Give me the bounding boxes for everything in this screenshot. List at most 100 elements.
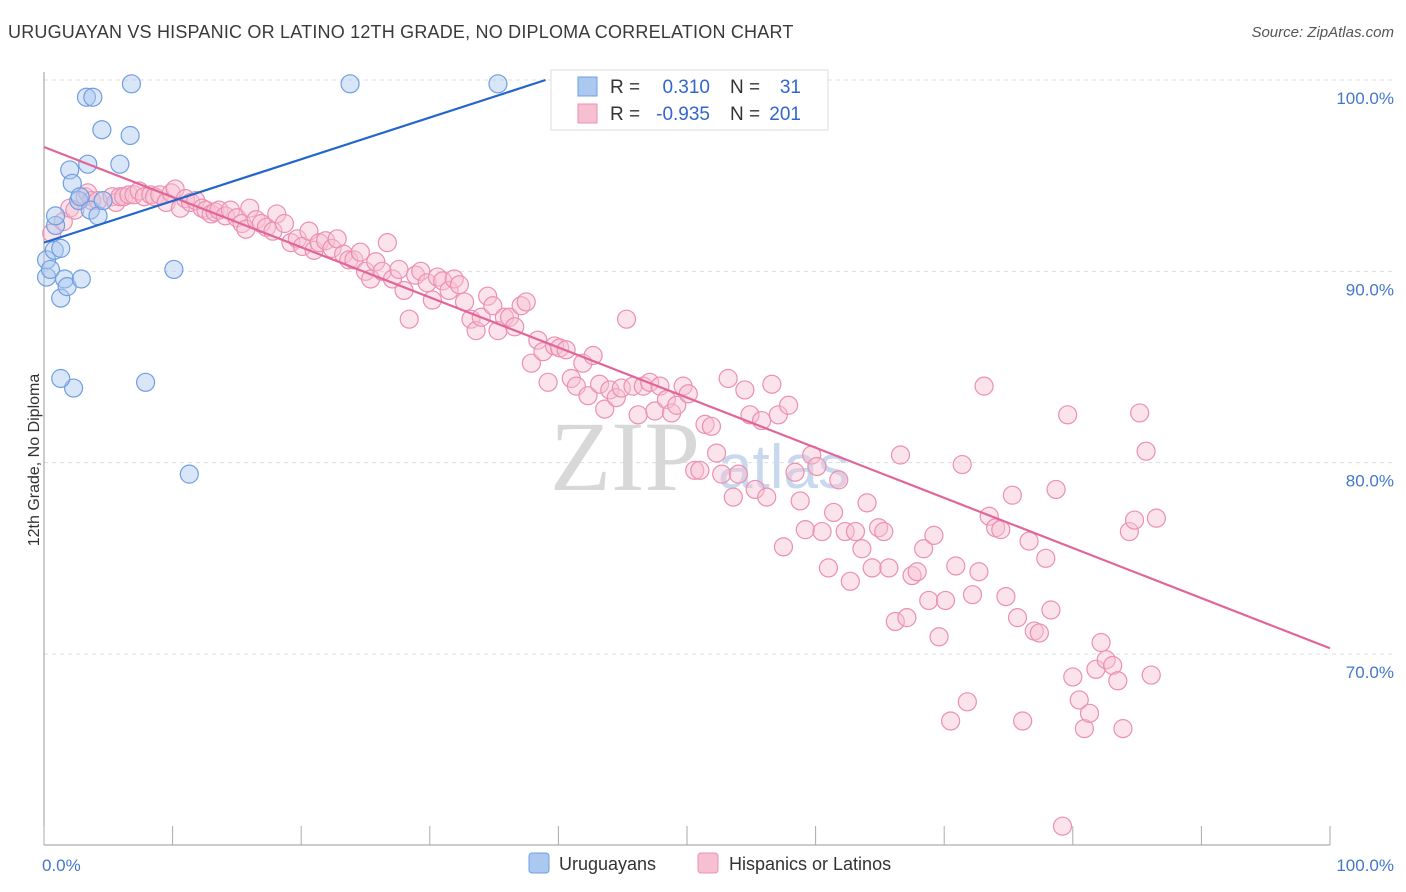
hispanics-point [439,280,459,301]
uruguayans-point [51,368,71,389]
legend-n-value-1: 31 [780,77,801,98]
hispanics-point [685,460,705,480]
x-tick-label-min: 0.0% [42,856,81,875]
hispanics-point [427,267,448,287]
series-legend: Uruguayans Hispanics or Latinos [528,852,891,874]
hispanics-point [778,395,799,415]
grid-lines [44,79,1394,655]
hispanics-point [1046,479,1066,500]
hispanics-point [1029,623,1049,643]
hispanics-point [606,388,626,408]
hispanics-point [389,259,409,280]
uruguayans-point [83,87,103,107]
hispanics-point [1136,441,1156,461]
series-uruguayans-points [36,74,508,484]
hispanics-point [845,521,866,542]
uruguayans-point [71,269,91,289]
hispanics-point [690,460,710,480]
hispanics-point [773,537,794,557]
hispanics-point [1074,719,1094,739]
hispanics-point [869,518,889,538]
hispanics-point [728,464,749,484]
hispanics-point [952,454,972,475]
hispanics-point [478,286,498,306]
hispanics-point [521,353,541,373]
y-tick-label-90: 90.0% [1346,280,1394,299]
bottom-legend-label-hispanics: Hispanics or Latinos [729,854,891,874]
legend-r-value-1: 0.310 [662,77,710,98]
hispanics-point [762,374,782,394]
legend-swatch-pink [577,103,598,124]
uruguayans-point [51,288,71,308]
hispanics-point [372,261,392,281]
hispanics-point [361,269,381,289]
hispanics-point [616,309,637,329]
uruguayans-point [51,238,71,258]
hispanics-point [366,252,386,272]
uruguayans-point [40,259,61,280]
uruguayans-point [110,154,130,174]
y-tick-label-70: 70.0% [1346,663,1394,682]
hispanics-point [824,502,844,523]
hispanics-point [578,386,598,406]
x-tick-label-max: 100.0% [1336,856,1394,875]
bottom-legend-swatch-blue [528,852,550,874]
hispanics-point [1002,485,1022,505]
uruguayans-point [63,378,84,398]
uruguayans-point [340,74,360,94]
hispanics-point [818,558,839,578]
hispanics-point [499,307,520,327]
trend-line-uruguayans [43,78,546,244]
hispanics-point [852,539,872,559]
hispanics-point [840,571,860,591]
hispanics-point [267,204,287,224]
hispanics-point [417,273,437,293]
uruguayans-point [121,74,142,94]
hispanics-point [957,692,977,712]
uruguayans-point [54,269,75,289]
hispanics-point [907,562,927,582]
hispanics-point [829,470,849,490]
hispanics-point [790,491,810,511]
legend-r-label-2: R = [610,104,640,125]
hispanics-point [1041,600,1061,620]
hispanics-point [879,558,899,578]
uruguayans-point [80,200,100,220]
hispanics-point [723,487,743,507]
hispanics-point [807,456,827,477]
hispanics-point [935,590,956,611]
hispanics-point [350,242,370,262]
hispanics-point [785,462,805,482]
hispanics-point [914,539,934,559]
chart-title: URUGUAYAN VS HISPANIC OR LATINO 12TH GRA… [8,22,794,42]
hispanics-point [483,296,503,316]
uruguayans-point [164,259,184,280]
legend-n-value-2: 201 [769,104,801,125]
legend-swatch-blue [577,76,598,97]
uruguayans-point [135,372,156,392]
hispanics-point [645,401,665,421]
chart-source: Source: ZipAtlas.com [1251,24,1394,41]
hispanics-point [962,585,983,605]
hispanics-point [1108,671,1128,691]
hispanics-point [1007,608,1028,628]
uruguayans-point [179,464,199,484]
hispanics-point [595,399,615,419]
hispanics-point [274,213,295,234]
y-tick-label-100: 100.0% [1336,89,1394,108]
uruguayans-point [93,190,113,211]
hispanics-point [712,464,732,484]
bottom-legend-label-uruguayans: Uruguayans [559,854,656,874]
hispanics-point [1013,711,1033,731]
hispanics-point [1052,816,1073,836]
hispanics-point [969,562,989,582]
uruguayans-point [92,120,112,140]
hispanics-point [511,296,531,316]
hispanics-point [902,565,922,586]
hispanics-point [1124,510,1145,530]
hispanics-point [1079,703,1100,723]
uruguayans-point [36,250,57,270]
hispanics-point [745,479,765,500]
hispanics-point [1019,531,1039,551]
x-tick-marks [43,826,1331,845]
